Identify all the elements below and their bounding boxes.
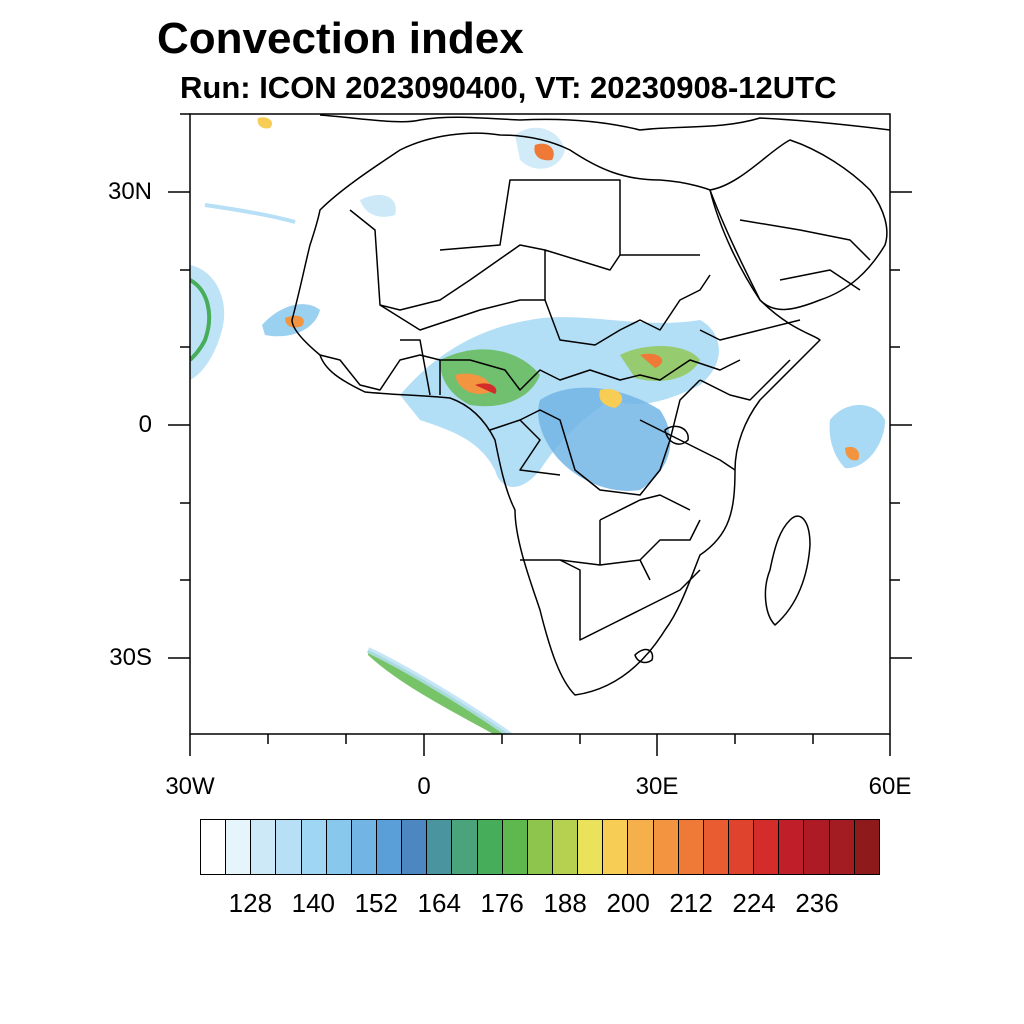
plot-frame <box>168 113 912 756</box>
colorbar-tick-label: 140 <box>291 888 336 918</box>
colorbar-tick-label: 128 <box>228 888 273 918</box>
colorbar-cell <box>678 820 704 874</box>
convection-field <box>190 117 885 734</box>
convection-westafrica-core <box>285 315 304 328</box>
colorbar-cell <box>402 820 428 874</box>
colorbar-cell <box>502 820 528 874</box>
border-east <box>699 319 801 401</box>
colorbar-tick-label: 188 <box>543 888 587 918</box>
border-south-3 <box>599 494 691 581</box>
colorbar-cell <box>754 820 780 874</box>
border-north-2 <box>349 209 546 311</box>
colorbar-cell <box>201 820 227 874</box>
colorbar-tick-label: 176 <box>480 888 524 918</box>
border-sahel-2 <box>544 274 711 346</box>
lon-label-30e: 30E <box>635 773 679 800</box>
colorbar-cell <box>703 820 729 874</box>
chart-title: Convection index <box>157 14 524 63</box>
colorbar-cell <box>603 820 629 874</box>
border-arabia <box>739 219 871 291</box>
colorbar-cell <box>728 820 755 874</box>
colorbar-cell <box>578 820 604 874</box>
convection-hot-4 <box>640 353 663 368</box>
convection-north-patch <box>257 117 273 129</box>
colorbar-cell <box>226 820 252 874</box>
convection-core-west <box>440 349 540 407</box>
colorbar-cell <box>829 820 855 874</box>
convection-subtropical-streak <box>204 203 296 224</box>
colorbar-cell <box>276 820 302 874</box>
colorbar-cell <box>251 820 277 874</box>
convection-med-cyclone-core <box>534 143 554 161</box>
colorbar-cell <box>804 820 830 874</box>
border-central-1 <box>469 359 741 391</box>
convection-hot-1 <box>455 373 491 395</box>
lat-label-30s: 30S <box>109 644 152 671</box>
lat-label-0: 0 <box>138 411 152 438</box>
colorbar-tick-label: 224 <box>732 888 776 918</box>
colorbar-tick-label: 200 <box>606 888 650 918</box>
lon-label-60e: 60E <box>868 773 912 800</box>
colorbar-cell <box>779 820 805 874</box>
colorbar-tick-label: 212 <box>669 888 713 918</box>
convection-indian-ocean <box>829 405 885 469</box>
colorbar-cell <box>301 820 327 874</box>
colorbar-cell <box>376 820 403 874</box>
colorbar-cell <box>552 820 579 874</box>
colorbar-cell <box>351 820 377 874</box>
convection-sahara-patch <box>360 195 396 217</box>
convection-hot-2 <box>475 383 497 394</box>
convection-hot-3 <box>599 389 623 408</box>
africa-coastline <box>291 132 821 696</box>
border-south-2 <box>559 559 701 641</box>
colorbar-cell <box>527 820 553 874</box>
europe-coastline <box>319 114 890 131</box>
colorbar-cell <box>477 820 503 874</box>
lon-label-30w: 30W <box>165 773 215 800</box>
border-west-2 <box>400 339 441 396</box>
colorbar-tick-label: 152 <box>354 888 398 918</box>
colorbar-cell <box>653 820 679 874</box>
colorbar-cell <box>326 820 352 874</box>
lake-victoria <box>664 425 689 445</box>
border-north-1 <box>439 179 700 256</box>
colorbar-cell <box>452 820 478 874</box>
convection-southern-front-edge <box>366 647 512 734</box>
colorbar-cell <box>854 820 879 874</box>
colorbar-tick-label: 236 <box>795 888 839 918</box>
border-sahel-1 <box>379 249 621 331</box>
lat-label-30n: 30N <box>107 178 152 205</box>
convection-core-central <box>538 387 671 491</box>
convection-atlantic-cyclone-ring <box>190 278 212 362</box>
lesotho <box>634 648 654 664</box>
madagascar <box>764 515 811 626</box>
border-central-3 <box>519 419 736 476</box>
colorbar-cell <box>628 820 654 874</box>
border-south-1 <box>520 519 701 566</box>
chart-subtitle: Run: ICON 2023090400, VT: 20230908-12UTC <box>180 70 837 105</box>
colorbar-cell <box>427 820 453 874</box>
colorbar <box>200 819 880 875</box>
convection-indian-ocean-core <box>845 446 860 461</box>
colorbar-tick-label: 164 <box>417 888 461 918</box>
coastlines-and-borders <box>291 114 890 696</box>
border-west-1 <box>319 354 470 391</box>
arabia-coastline <box>709 139 888 311</box>
lon-label-0: 0 <box>417 773 431 800</box>
